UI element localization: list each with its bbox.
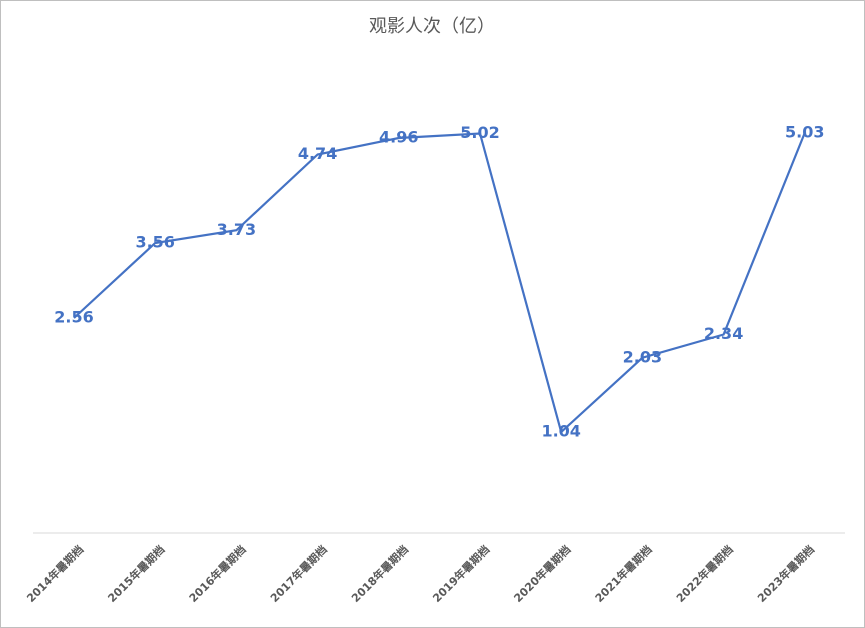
data-label: 5.03 [785, 122, 824, 141]
data-label: 3.73 [217, 220, 256, 239]
data-label: 1.04 [541, 422, 580, 441]
data-label: 4.74 [298, 144, 337, 163]
chart-title: 观影人次（亿） [369, 16, 495, 37]
data-line [73, 132, 806, 435]
data-label: 4.96 [379, 128, 418, 147]
data-label: 3.56 [135, 233, 174, 252]
data-label: 2.03 [623, 347, 662, 366]
data-label: 5.02 [460, 123, 499, 142]
data-label: 2.56 [54, 308, 93, 327]
data-label: 2.34 [704, 324, 743, 343]
